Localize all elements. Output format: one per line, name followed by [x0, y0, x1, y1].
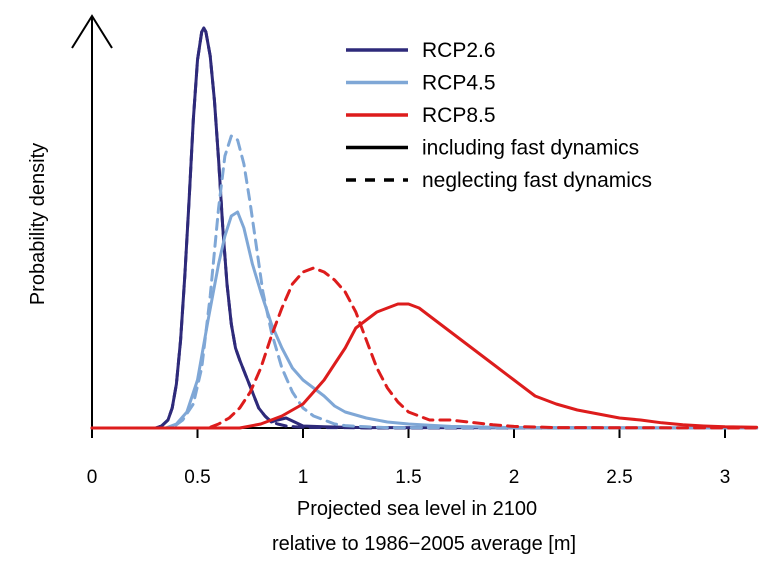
series-line-rcp45-neglecting — [90, 134, 759, 430]
x-tick-label: 2.5 — [606, 467, 632, 488]
x-axis-ticks: 0 0.5 1 1.5 2 2.5 3 — [87, 428, 731, 488]
legend: RCP2.6 RCP4.5 RCP8.5 including fast dynamic… — [346, 39, 652, 192]
x-axis-title-line-1: Projected sea level in 2100 — [297, 498, 537, 520]
x-tick-label: 0.5 — [184, 467, 210, 488]
legend-label: RCP2.6 — [422, 39, 496, 62]
y-axis-arrowhead — [71, 14, 113, 49]
series-line-rcp85-including — [90, 302, 759, 430]
series-line-rcp45-including — [90, 210, 759, 430]
x-tick-label: 1 — [298, 467, 309, 488]
x-tick-label: 2 — [509, 467, 520, 488]
x-tick-label: 0 — [87, 467, 98, 488]
y-axis-title-group: Probability density — [27, 143, 49, 305]
plot-area: 0 0.5 1 1.5 2 2.5 3 — [71, 14, 759, 488]
legend-label: neglecting fast dynamics — [422, 169, 652, 192]
legend-label: RCP4.5 — [422, 72, 496, 95]
series-line-rcp26-neglecting — [90, 26, 759, 430]
y-axis-title: Probability density — [27, 143, 49, 305]
x-axis-title-line-2: relative to 1986−2005 average [m] — [272, 533, 576, 555]
legend-label: including fast dynamics — [422, 137, 639, 160]
series-layer — [90, 26, 759, 430]
legend-label: RCP8.5 — [422, 104, 496, 127]
series-line-rcp85-neglecting — [90, 266, 759, 430]
x-tick-label: 3 — [720, 467, 731, 488]
x-tick-label: 1.5 — [395, 467, 421, 488]
